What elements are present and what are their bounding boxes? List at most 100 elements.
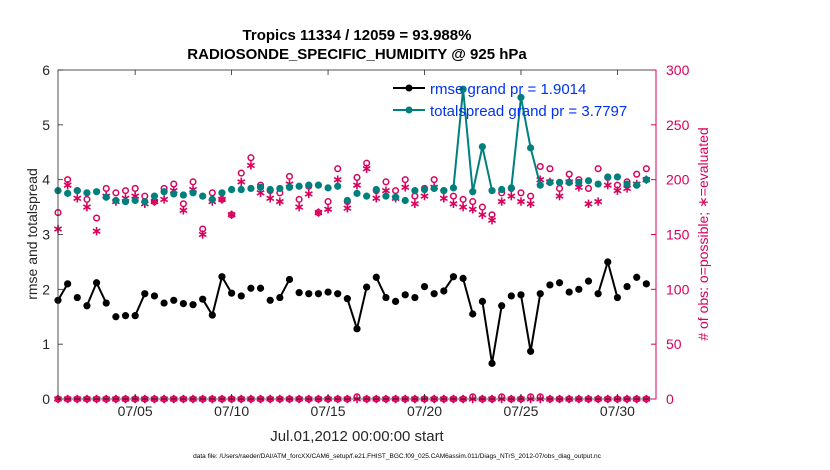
y-right-tick-label: 300 — [666, 62, 690, 78]
spread-point — [594, 180, 602, 188]
rmse-point — [112, 313, 120, 321]
obs-evaluated-point — [246, 161, 255, 170]
y-left-tick-label: 1 — [42, 336, 50, 352]
spread-point — [150, 192, 159, 200]
y-right-tick-label: 50 — [666, 336, 682, 352]
spread-point — [343, 196, 351, 205]
obs-possible-point — [237, 169, 245, 177]
obs-possible-point — [353, 173, 361, 182]
obs-evaluated-point — [439, 194, 448, 203]
rmse-point — [92, 279, 101, 287]
y-right-tick-label: 150 — [666, 227, 690, 243]
rmse-point — [141, 290, 149, 298]
rmse-segment — [86, 282, 98, 307]
obs-possible-point — [430, 176, 438, 184]
y-axis-left-label: rmse and totalspread — [24, 168, 40, 300]
rmse-point — [353, 325, 361, 333]
obs-evaluated-point — [516, 197, 526, 206]
x-tick-label: 07/10 — [214, 403, 249, 419]
y-left-tick-label: 3 — [42, 227, 50, 243]
x-axis: 07/05 07/10 07/15 07/20 07/25 07/30 — [118, 70, 635, 419]
obs-evaluated-point — [304, 189, 313, 199]
obs-evaluated-point — [487, 216, 497, 225]
rmse-point — [102, 299, 110, 307]
spread-point — [391, 193, 400, 201]
spread-point — [237, 185, 245, 194]
spread-segment — [471, 146, 484, 192]
obs-possible-point — [459, 195, 467, 203]
obs-possible-point — [401, 176, 409, 184]
spread-point — [584, 177, 593, 185]
obs-evaluated-point — [73, 194, 82, 203]
obs-evaluated-point — [295, 202, 304, 212]
y-axis-right-label: # of obs: o=possible; ∗=evaluated — [695, 127, 711, 340]
spread-point — [469, 188, 477, 196]
obs-evaluated-point — [314, 208, 323, 217]
y-right-tick-label: 200 — [666, 172, 690, 188]
rmse-point — [613, 293, 622, 302]
rmse-point — [527, 347, 535, 355]
spread-point — [102, 193, 110, 201]
rmse-point — [401, 291, 409, 299]
rmse-point — [83, 302, 91, 310]
spread-point — [575, 178, 583, 187]
legend-spread-label: totalspread grand pr = 3.7797 — [430, 103, 627, 120]
rmse-point — [411, 293, 419, 302]
y-left-tick-label: 6 — [42, 62, 50, 78]
obs-evaluated-point — [526, 199, 535, 208]
spread-point — [498, 185, 506, 194]
obs-possible-point — [392, 187, 400, 195]
spread-point — [295, 182, 303, 190]
spread-point — [92, 188, 101, 196]
rmse-point — [314, 290, 323, 298]
obs-evaluated-point — [217, 195, 227, 204]
rmse-point — [170, 296, 178, 304]
spread-point — [160, 188, 168, 196]
obs-possible-point — [83, 195, 91, 203]
obs-possible-point — [469, 198, 477, 206]
spread-segment — [481, 146, 494, 191]
rmse-point — [189, 301, 197, 309]
spread-point — [73, 187, 81, 195]
rmse-point — [536, 290, 544, 298]
obs-possible-point — [565, 170, 573, 178]
obs-possible-point — [121, 187, 130, 195]
rmse-point — [488, 359, 496, 367]
spread-segment — [529, 147, 542, 186]
rmse-segment — [529, 293, 542, 352]
x-tick-label: 07/15 — [311, 403, 346, 419]
rmse-point — [391, 297, 400, 305]
spread-point — [613, 173, 622, 181]
rmse-point — [64, 280, 72, 288]
obs-evaluated-point — [507, 191, 516, 201]
spread-point — [363, 192, 371, 200]
x-tick-label: 07/05 — [118, 403, 153, 419]
rmse-segment — [211, 276, 223, 316]
spread-point — [334, 182, 342, 190]
obs-possible-point — [642, 165, 650, 173]
rmse-point — [324, 288, 332, 296]
footer-data-file: data file: /Users/raeder/DAI/ATM_forcXX/… — [193, 453, 602, 460]
rmse-point — [517, 291, 525, 299]
spread-point — [228, 185, 236, 194]
obs-evaluated-point — [227, 210, 236, 219]
obs-evaluated-point — [343, 203, 352, 213]
spread-point — [382, 192, 390, 200]
x-axis-label: Jul.01,2012 00:00:00 start — [270, 428, 444, 445]
rmse-point — [440, 287, 448, 295]
spread-point — [546, 178, 554, 187]
rmse-point — [623, 282, 631, 291]
chart-subtitle: RADIOSONDE_SPECIFIC_HUMIDITY @ 925 hPa — [187, 46, 527, 63]
obs-evaluated-point — [82, 202, 91, 212]
obs-evaluated-point — [468, 205, 477, 214]
spread-point — [401, 196, 409, 205]
obs-evaluated-point — [478, 210, 487, 219]
rmse-point — [179, 299, 187, 308]
rmse-segment — [375, 276, 387, 298]
obs-evaluated-point — [372, 194, 381, 203]
obs-evaluated-point — [237, 177, 246, 187]
obs-possible-point — [449, 192, 458, 200]
rmse-point — [131, 312, 139, 320]
rmse-point — [449, 273, 458, 281]
rmse-point — [237, 292, 245, 300]
